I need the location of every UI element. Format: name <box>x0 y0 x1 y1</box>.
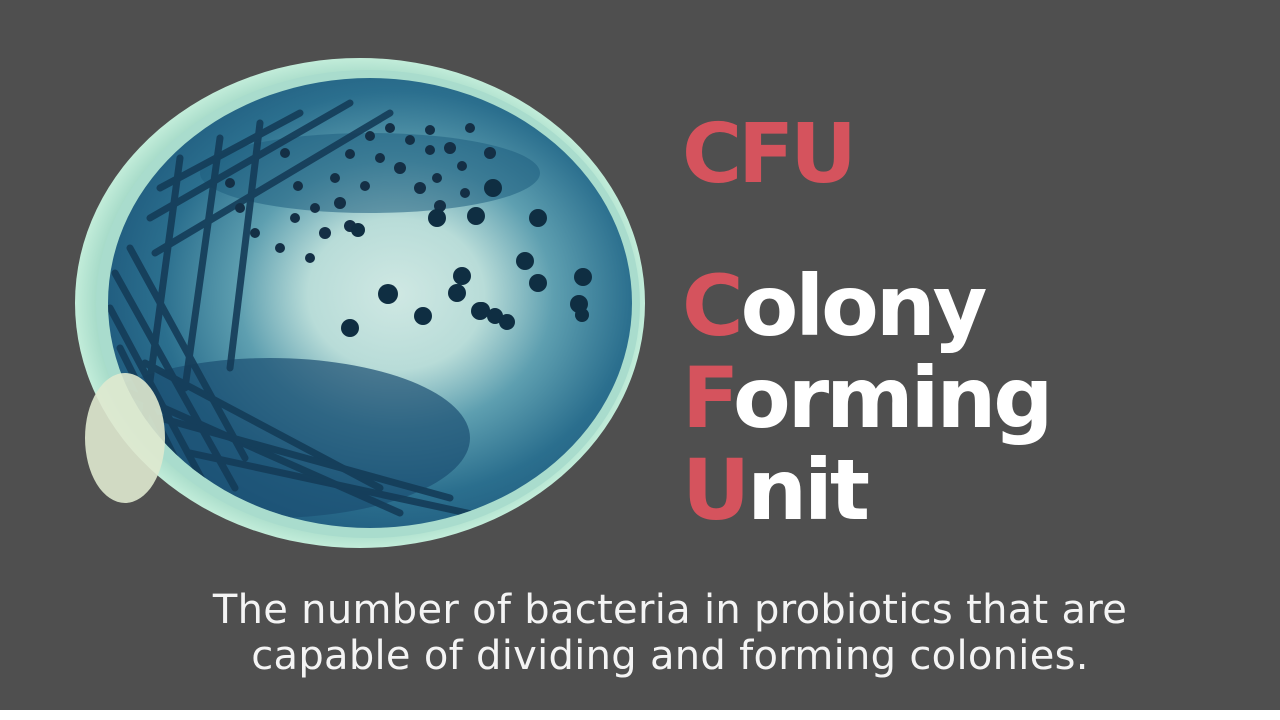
description-line-2: capable of dividing and forming colonies… <box>251 633 1089 679</box>
description-line-1: The number of bacteria in probiotics tha… <box>212 587 1128 633</box>
word-unit: Unit <box>682 441 870 539</box>
glove-finger <box>85 373 165 503</box>
word-colony: Colony <box>682 257 988 355</box>
word-rest: olony <box>740 257 988 355</box>
word-rest: orming <box>732 349 1053 447</box>
description-text: The number of bacteria in probiotics tha… <box>110 587 1230 679</box>
streak-lines <box>108 99 592 528</box>
petri-dish-image <box>75 58 645 548</box>
isolated-colonies <box>341 179 592 337</box>
word-forming: Forming <box>682 349 1053 447</box>
word-rest: nit <box>747 441 870 539</box>
word-initial: U <box>682 441 750 539</box>
word-initial: F <box>682 349 736 447</box>
acronym-title: CFU <box>682 107 857 202</box>
word-initial: C <box>682 257 744 355</box>
